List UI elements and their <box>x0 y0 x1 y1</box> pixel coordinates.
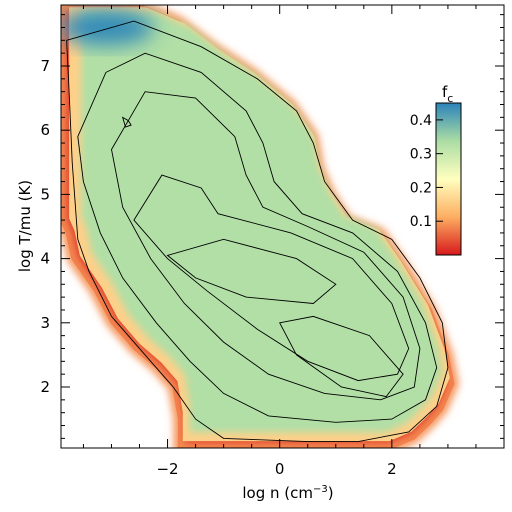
y-tick-label: 3 <box>40 314 50 332</box>
x-tick-label: 0 <box>275 460 285 478</box>
plot-frame <box>60 4 505 449</box>
y-axis-title: log T/mu (K) <box>16 180 34 272</box>
colorbar-ticks: 0.1 0.2 0.3 0.4 <box>410 113 443 230</box>
y-tick-label: 5 <box>40 185 50 203</box>
y-tick-label: 6 <box>40 121 50 139</box>
colorbar-tick-label: 0.4 <box>410 113 432 129</box>
contour-line <box>166 238 337 304</box>
heatmap-field <box>61 5 459 448</box>
contour-line <box>279 315 404 398</box>
colorbar-tick-label: 0.2 <box>410 180 432 196</box>
blue-high-fc-region <box>61 9 154 46</box>
y-tick-label: 7 <box>40 57 50 75</box>
contour-line <box>133 174 410 382</box>
colorbar-tick-label: 0.1 <box>410 214 432 230</box>
x-axis: −2 0 2 <box>82 5 477 478</box>
colorbar-gradient <box>435 102 462 256</box>
contour-line <box>66 20 449 443</box>
y-axis: 2 3 4 5 6 7 <box>40 14 504 439</box>
colorbar-title: fc <box>442 83 453 105</box>
contour-line <box>121 116 132 128</box>
x-axis-title: log n (cm−3) <box>242 484 333 502</box>
colorbar: fc 0.1 0.2 0.3 0.4 <box>410 83 462 256</box>
y-tick-label: 4 <box>40 250 50 268</box>
contour-lines <box>66 20 449 443</box>
y-tick-label: 2 <box>40 378 50 396</box>
x-tick-label: −2 <box>156 460 178 478</box>
contour-line <box>77 52 438 423</box>
colorbar-tick-label: 0.3 <box>410 147 432 163</box>
contour-line <box>111 91 421 401</box>
x-tick-label: 2 <box>387 460 397 478</box>
region-interior <box>81 11 443 433</box>
